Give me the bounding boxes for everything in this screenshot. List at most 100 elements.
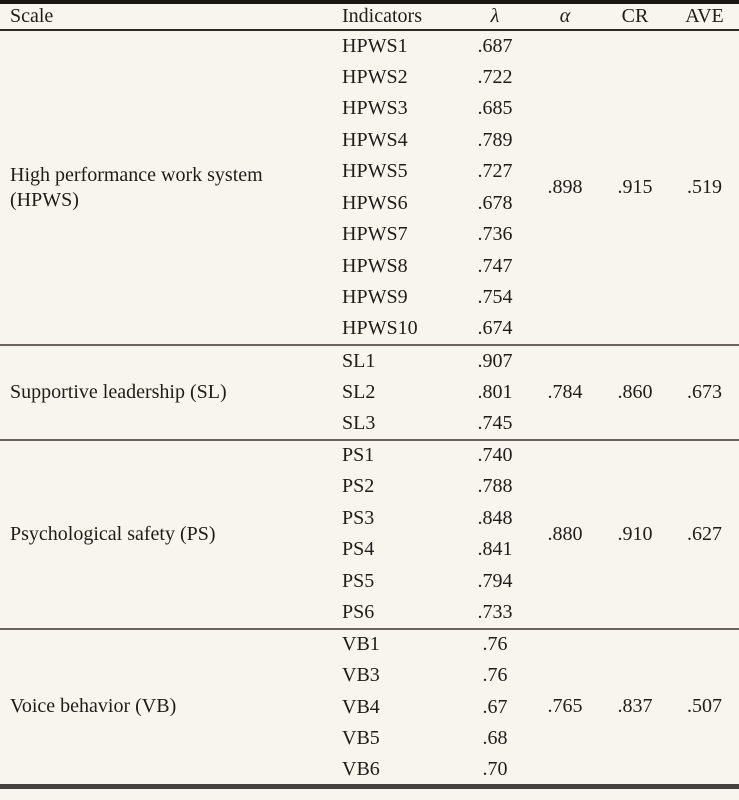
column-header-indicators: Indicators [338, 2, 460, 31]
table-row: SL2 .801 [0, 377, 739, 409]
lambda-cell: .788 [477, 475, 513, 498]
table-row: HPWS4 .789 [0, 125, 739, 157]
scale-cell: Psychological safety (PS) [10, 522, 216, 545]
lambda-cell: .841 [477, 538, 513, 561]
indicator-cell: HPWS1 [342, 34, 408, 57]
alpha-cell: .765 [547, 695, 583, 717]
lambda-cell: .740 [477, 444, 513, 467]
column-header-cr: CR [600, 2, 670, 31]
table-row: PS3 .848 [0, 503, 739, 535]
ave-cell: .627 [687, 522, 722, 545]
table-row: HPWS8 .747 [0, 251, 739, 283]
scale-cell: Supportive leadership (SL) [10, 380, 227, 403]
table-row: Psychological safety (PS) PS1 .740 .880 … [0, 440, 739, 544]
column-header-scale: Scale [0, 2, 338, 31]
lambda-cell: .67 [482, 695, 508, 718]
section-sl: Supportive leadership (SL) SL1 .907 .784… [0, 345, 739, 440]
lambda-cell: .687 [477, 34, 513, 57]
lambda-cell: .801 [477, 380, 513, 403]
indicator-cell: HPWS6 [342, 191, 408, 214]
ave-cell: .673 [687, 380, 722, 403]
indicator-cell: SL3 [342, 411, 376, 434]
table-row: PS6 .733 [0, 597, 739, 629]
lambda-cell: .848 [477, 506, 513, 529]
header-row: Scale Indicators λ α CR AVE [0, 2, 739, 31]
cr-cell: .915 [617, 176, 653, 198]
table-row: VB5 .68 [0, 723, 739, 755]
lambda-cell: .685 [477, 97, 513, 120]
scale-cell: High performance work system (HPWS) [10, 163, 263, 211]
table-row: PS5 .794 [0, 566, 739, 598]
lambda-cell: .736 [477, 223, 513, 246]
lambda-cell: .754 [477, 286, 513, 309]
indicator-cell: PS1 [342, 444, 375, 467]
column-header-ave: AVE [670, 2, 739, 31]
alpha-cell: .784 [547, 380, 583, 403]
indicator-cell: PS6 [342, 600, 375, 623]
lambda-cell: .794 [477, 569, 513, 592]
table-row: Supportive leadership (SL) SL1 .907 .784… [0, 345, 739, 403]
indicator-cell: HPWS2 [342, 65, 408, 88]
table-row: PS4 .841 [0, 534, 739, 566]
table-row: Voice behavior (VB) VB1 .76 .765 .837 .5… [0, 629, 739, 717]
indicator-cell: HPWS3 [342, 97, 408, 120]
indicator-cell: HPWS4 [342, 128, 408, 151]
table-row: HPWS3 .685 [0, 93, 739, 125]
indicator-cell: SL2 [342, 380, 376, 403]
indicator-cell: VB1 [342, 633, 380, 656]
table-row: HPWS2 .722 [0, 62, 739, 94]
table-row: HPWS5 .727 [0, 156, 739, 188]
table-row: HPWS10 .674 [0, 314, 739, 346]
table-row: SL3 .745 [0, 408, 739, 440]
section-ps: Psychological safety (PS) PS1 .740 .880 … [0, 439, 739, 629]
indicator-cell: HPWS5 [342, 160, 408, 183]
lambda-cell: .76 [482, 664, 508, 687]
indicator-cell: PS4 [342, 538, 375, 561]
column-header-lambda: λ [460, 2, 530, 31]
indicator-cell: PS3 [342, 506, 375, 529]
indicator-cell: HPWS10 [342, 317, 418, 340]
lambda-cell: .745 [477, 411, 513, 434]
lambda-cell: .76 [482, 633, 508, 656]
indicator-cell: VB5 [342, 727, 380, 750]
table-row: VB3 .76 [0, 660, 739, 692]
lambda-cell: .907 [477, 349, 513, 372]
lambda-cell: .70 [482, 757, 508, 780]
lambda-cell: .789 [477, 128, 513, 151]
lambda-cell: .674 [477, 317, 513, 340]
indicator-cell: VB3 [342, 664, 380, 687]
lambda-cell: .733 [477, 600, 513, 623]
section-hpws: High performance work system (HPWS) HPWS… [0, 30, 739, 345]
indicator-cell: PS5 [342, 569, 375, 592]
alpha-cell: .880 [547, 522, 583, 545]
cr-cell: .837 [617, 695, 653, 717]
scale-cell: Voice behavior (VB) [10, 695, 177, 717]
lambda-cell: .747 [477, 254, 513, 277]
cr-cell: .910 [617, 522, 653, 545]
section-vb: Voice behavior (VB) VB1 .76 .765 .837 .5… [0, 628, 739, 787]
alpha-cell: .898 [547, 176, 583, 198]
ave-cell: .519 [687, 176, 722, 198]
ave-cell: .507 [687, 695, 722, 717]
table-row: HPWS6 .678 [0, 188, 739, 220]
indicator-cell: VB4 [342, 695, 380, 718]
indicator-cell: VB6 [342, 757, 380, 780]
table-row: VB4 .67 [0, 692, 739, 724]
table-row: VB6 .70 [0, 755, 739, 787]
column-header-alpha: α [530, 2, 600, 31]
lambda-cell: .68 [482, 727, 508, 750]
lambda-cell: .722 [477, 65, 513, 88]
table-row: HPWS9 .754 [0, 282, 739, 314]
table-row: High performance work system (HPWS) HPWS… [0, 30, 739, 211]
indicator-cell: SL1 [342, 349, 376, 372]
table-row: HPWS7 .736 [0, 219, 739, 251]
indicator-cell: HPWS8 [342, 254, 408, 277]
lambda-cell: .727 [477, 160, 513, 183]
cr-cell: .860 [617, 380, 653, 403]
indicator-cell: HPWS7 [342, 223, 408, 246]
lambda-cell: .678 [477, 191, 513, 214]
indicator-cell: PS2 [342, 475, 375, 498]
indicator-cell: HPWS9 [342, 286, 408, 309]
table-row: PS2 .788 [0, 471, 739, 503]
